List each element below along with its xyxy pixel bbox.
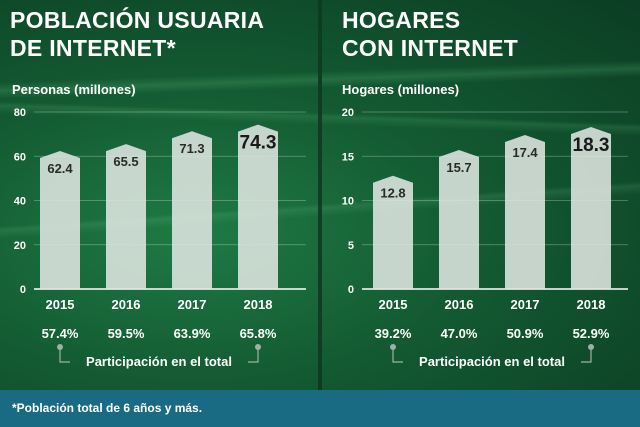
left-y-tick-label: 20	[14, 240, 26, 252]
left-percentage-label: 59.5%	[108, 326, 145, 341]
right-x-tick-label: 2018	[577, 297, 606, 312]
footer-bar	[0, 390, 640, 427]
right-bracket-line	[581, 347, 592, 363]
left-bar-2016	[106, 144, 146, 289]
right-percentage-label: 50.9%	[507, 326, 544, 341]
right-bar-2018	[571, 127, 611, 289]
left-y-tick-label: 40	[14, 196, 26, 208]
left-bar-2018	[238, 124, 278, 289]
right-value-label: 17.4	[512, 145, 538, 160]
left-value-label: 71.3	[179, 141, 204, 156]
left-title-line-1: POBLACIÓN USUARIA	[10, 7, 265, 33]
left-value-label: 65.5	[113, 154, 138, 169]
right-percentage-caption: Participación en el total	[419, 354, 565, 369]
right-x-tick-label: 2015	[379, 297, 408, 312]
right-y-tick-label: 0	[348, 284, 354, 296]
left-bar-2015	[40, 150, 80, 289]
footnote: *Población total de 6 años y más.	[12, 401, 203, 415]
panel-divider	[318, 0, 322, 390]
left-value-label: 62.4	[47, 161, 73, 176]
right-y-tick-label: 5	[348, 240, 354, 252]
left-x-tick-label: 2017	[178, 297, 207, 312]
right-percentage-label: 39.2%	[375, 326, 412, 341]
right-chart-title: HOGARES CON INTERNET	[342, 6, 518, 62]
right-y-tick-label: 10	[342, 196, 354, 208]
left-y-axis-label: Personas (millones)	[12, 82, 136, 97]
left-x-tick-label: 2016	[112, 297, 141, 312]
right-title-line-1: HOGARES	[342, 7, 461, 33]
left-title-line-2: DE INTERNET*	[10, 35, 176, 61]
right-y-axis-label: Hogares (millones)	[342, 82, 460, 97]
left-bracket-line	[59, 347, 70, 363]
left-y-tick-label: 0	[20, 284, 26, 296]
right-value-label: 12.8	[380, 186, 405, 201]
right-y-tick-label: 15	[342, 151, 354, 163]
right-value-label: 18.3	[573, 135, 610, 156]
right-x-tick-label: 2016	[445, 297, 474, 312]
left-value-label: 74.3	[240, 133, 277, 154]
right-x-tick-label: 2017	[511, 297, 540, 312]
left-percentage-caption: Participación en el total	[86, 354, 232, 369]
right-bracket-line	[392, 347, 403, 363]
right-bar-2015	[373, 175, 413, 289]
left-bar-2017	[172, 131, 212, 289]
right-percentage-label: 52.9%	[573, 326, 610, 341]
right-bar-2017	[505, 135, 545, 289]
right-y-tick-label: 20	[342, 107, 354, 119]
left-percentage-label: 57.4%	[42, 326, 79, 341]
right-title-line-2: CON INTERNET	[342, 35, 519, 61]
left-percentage-label: 63.9%	[174, 326, 211, 341]
left-y-tick-label: 80	[14, 107, 26, 119]
left-y-tick-label: 60	[14, 151, 26, 163]
left-chart-title: POBLACIÓN USUARIA DE INTERNET*	[10, 6, 264, 62]
left-x-tick-label: 2018	[244, 297, 273, 312]
right-percentage-label: 47.0%	[441, 326, 478, 341]
left-percentage-label: 65.8%	[240, 326, 277, 341]
right-bar-2016	[439, 150, 479, 289]
right-value-label: 15.7	[446, 160, 471, 175]
left-bracket-line	[248, 347, 259, 363]
left-x-tick-label: 2015	[46, 297, 75, 312]
